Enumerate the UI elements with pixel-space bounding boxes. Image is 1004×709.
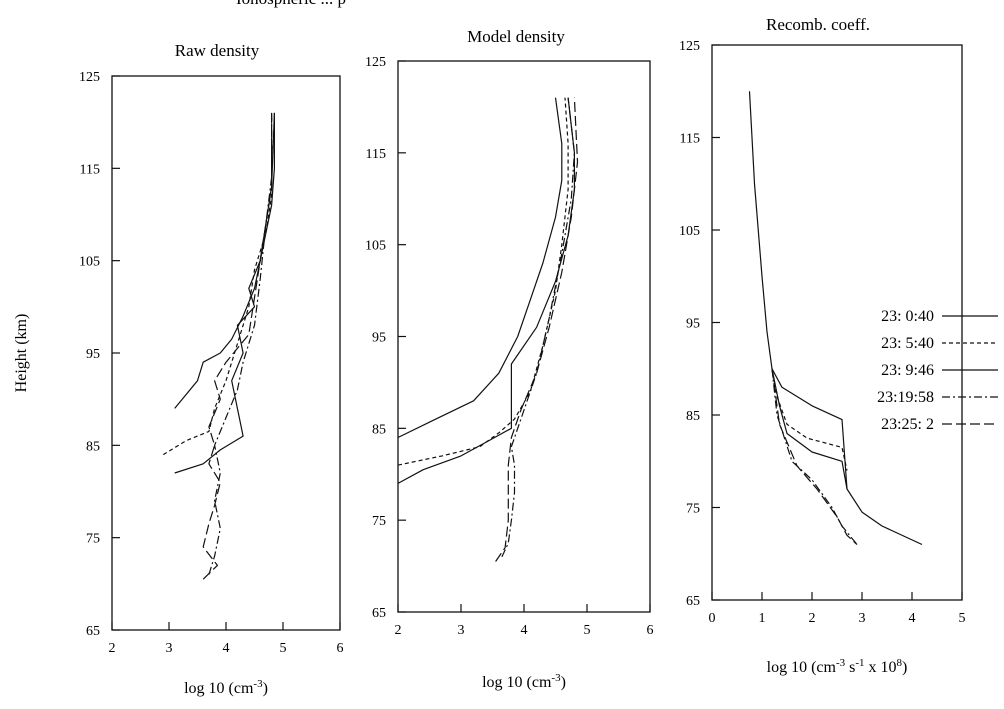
x-tick-label: 2 (109, 641, 116, 656)
panel-title: Recomb. coeff. (766, 15, 870, 34)
series-line-4 (501, 97, 575, 558)
legend-label: 23: 9:46 (881, 362, 934, 379)
x-tick-label: 6 (337, 641, 344, 656)
y-tick-label: 75 (86, 532, 100, 547)
y-tick-label: 115 (80, 162, 100, 177)
series-line-2 (397, 97, 569, 466)
y-tick-label: 95 (686, 317, 700, 332)
series-line-5 (771, 368, 858, 545)
x-tick-label: 3 (458, 623, 465, 638)
y-tick-label: 95 (372, 331, 386, 346)
x-axis-label: log 10 (cm-3) (184, 678, 268, 697)
legend-label: 23: 5:40 (881, 335, 934, 352)
y-tick-label: 105 (679, 224, 700, 239)
x-axis-label: log 10 (cm-3) (482, 672, 566, 691)
series-line-1 (748, 91, 923, 546)
y-tick-label: 125 (679, 39, 700, 54)
y-tick-label: 65 (372, 606, 386, 621)
legend-label: 23:25: 2 (881, 416, 934, 433)
y-tick-label: 105 (79, 255, 100, 270)
x-tick-label: 5 (584, 623, 591, 638)
y-tick-label: 125 (365, 55, 386, 70)
x-axis-label: log 10 (cm-3 s-1 x 108) (767, 657, 908, 676)
legend-label: 23: 0:40 (881, 308, 934, 325)
panel-1: Raw density 65 75 85 95 105 115 125 2 3 4 5 6 log 10 … (13, 41, 344, 697)
x-tick-label: 0 (709, 611, 716, 626)
plot-frame (111, 75, 341, 631)
panel-title: Raw density (175, 41, 260, 60)
y-tick-label: 95 (86, 347, 100, 362)
y-tick-label: 125 (79, 70, 100, 85)
series-line-1 (397, 97, 563, 439)
y-tick-label: 115 (366, 147, 386, 162)
y-tick-label: 85 (686, 409, 700, 424)
plot-frame (397, 60, 651, 613)
x-tick-label: 6 (647, 623, 654, 638)
series-line-4 (208, 112, 273, 575)
x-tick-label: 3 (859, 611, 866, 626)
x-tick-label: 3 (166, 641, 173, 656)
legend-entry: 23:19:58 (877, 389, 998, 406)
panel-3: Recomb. coeff. 65 75 85 95 105 115 125 0 1 2 3 4 5 log… (679, 15, 966, 676)
series-line-2 (162, 112, 273, 456)
x-tick-label: 4 (223, 641, 230, 656)
series-line-1 (174, 112, 275, 409)
x-tick-label: 5 (959, 611, 966, 626)
series-line-5 (495, 97, 579, 562)
y-tick-label: 75 (372, 514, 386, 529)
y-tick-label: 65 (686, 594, 700, 609)
legend: 23: 0:40 23: 5:40 23: 9:46 23:19:58 23:25: 2 (877, 308, 998, 433)
series-line-3 (397, 97, 575, 484)
y-tick-label: 75 (686, 502, 700, 517)
x-tick-label: 2 (395, 623, 402, 638)
legend-entry: 23: 5:40 (881, 335, 998, 352)
series-line-3 (174, 112, 275, 474)
y-tick-label: 115 (680, 132, 700, 147)
x-tick-label: 4 (909, 611, 916, 626)
legend-label: 23:19:58 (877, 389, 934, 406)
legend-entry: 23:25: 2 (881, 416, 998, 433)
x-tick-label: 2 (809, 611, 816, 626)
series-line-5 (202, 112, 273, 580)
legend-entry: 23: 0:40 (881, 308, 998, 325)
y-tick-label: 65 (86, 624, 100, 639)
figure-title: Ionospheric ... p (236, 0, 346, 8)
y-tick-label: 85 (372, 422, 386, 437)
x-tick-label: 4 (521, 623, 528, 638)
y-axis-label: Height (km) (13, 314, 30, 393)
legend-entry: 23: 9:46 (881, 362, 998, 379)
y-tick-label: 85 (86, 439, 100, 454)
panel-2: Model density 65 75 85 95 105 115 125 2 3 4 5 6 log 1… (365, 27, 654, 691)
series-line-3 (771, 368, 848, 490)
x-tick-label: 1 (759, 611, 766, 626)
panel-title: Model density (467, 27, 565, 46)
y-tick-label: 105 (365, 239, 386, 254)
x-tick-label: 5 (280, 641, 287, 656)
